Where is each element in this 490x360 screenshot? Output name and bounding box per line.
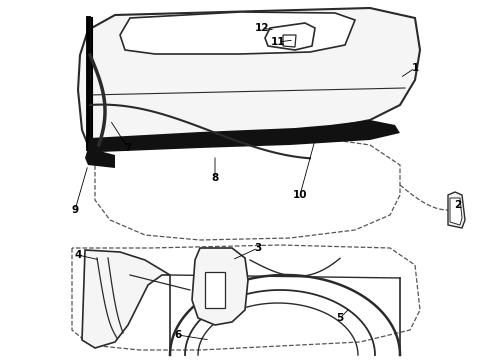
Text: 4: 4 [74, 250, 82, 260]
Text: 12: 12 [255, 23, 269, 33]
Text: 6: 6 [174, 330, 182, 340]
Polygon shape [88, 120, 400, 152]
Text: 8: 8 [211, 173, 219, 183]
Polygon shape [120, 12, 355, 54]
Polygon shape [448, 192, 465, 228]
Text: 2: 2 [454, 200, 462, 210]
Text: 3: 3 [254, 243, 262, 253]
Text: 10: 10 [293, 190, 307, 200]
Text: 5: 5 [336, 313, 343, 323]
Polygon shape [82, 250, 170, 348]
Text: 9: 9 [72, 205, 78, 215]
Polygon shape [192, 248, 248, 325]
Text: 7: 7 [124, 143, 132, 153]
Polygon shape [78, 8, 420, 148]
Polygon shape [265, 23, 315, 50]
Text: 1: 1 [412, 63, 418, 73]
Polygon shape [85, 148, 115, 168]
Polygon shape [205, 272, 225, 308]
Text: 11: 11 [271, 37, 285, 47]
Polygon shape [283, 35, 296, 47]
Polygon shape [450, 198, 462, 225]
